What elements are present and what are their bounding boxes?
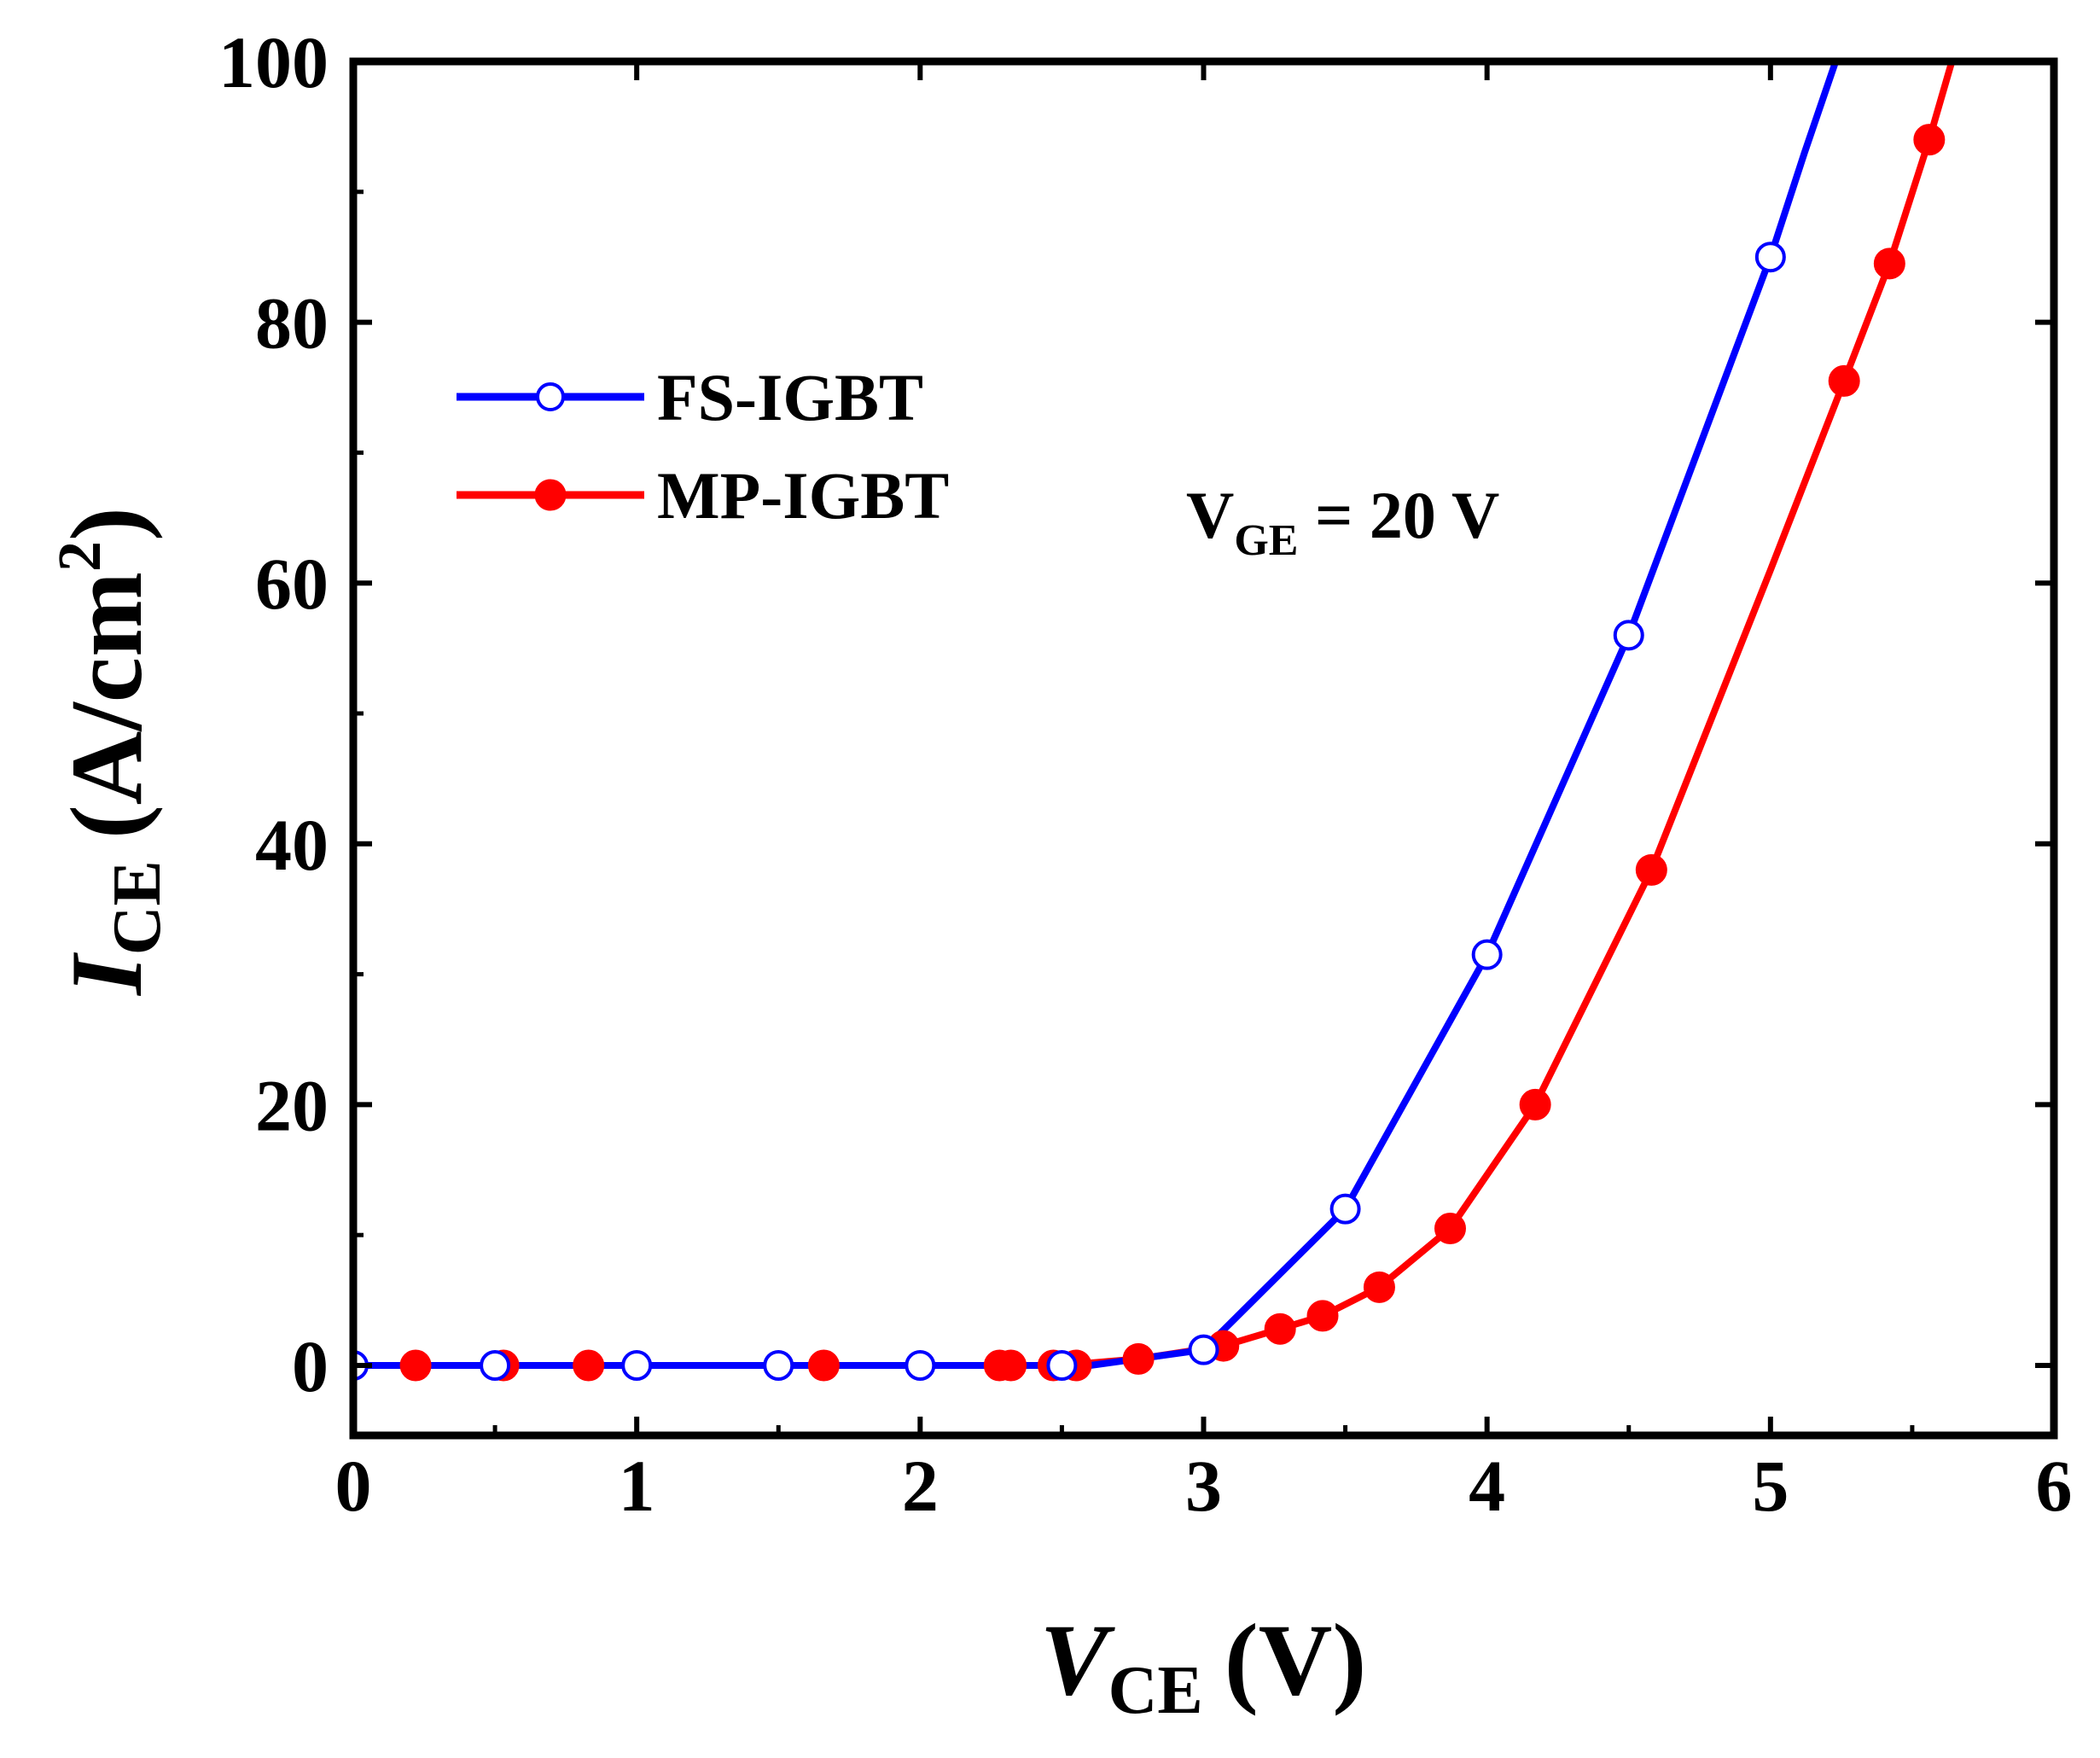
x-tick-label-0: 0 [335, 1445, 372, 1527]
y-axis-title-unit: (A/cm [49, 572, 163, 839]
point-mp-igbt-3 [807, 1349, 840, 1382]
legend-entry-fs-igbt: FS-IGBT [457, 360, 923, 434]
x-tick-label-1: 1 [619, 1445, 655, 1527]
x-tick-label-4: 4 [1469, 1445, 1505, 1527]
point-fs-igbt-2 [621, 1350, 653, 1381]
point-mp-igbt-13 [1434, 1213, 1466, 1245]
y-axis-title: ICE (A/cm2) [45, 507, 175, 997]
svg-text:VCE(V): VCE (V) [1040, 1603, 1367, 1728]
y-tick-label-1: 20 [255, 1064, 329, 1146]
y-axis-title-main: I [49, 952, 163, 997]
point-fs-igbt-10 [1754, 242, 1786, 273]
y-tick-label-4: 80 [255, 282, 329, 364]
x-axis-title-sub: CE [1108, 1653, 1203, 1728]
y-axis-title-sub: CE [100, 860, 175, 955]
series-line-mp-igbt [353, 61, 1956, 1369]
legend-entry-mp-igbt: MP-IGBT [457, 458, 949, 533]
point-mp-igbt-11 [1306, 1300, 1339, 1332]
x-axis-title: VCE (V) [1040, 1603, 1367, 1728]
legend-marker-fs-igbt [536, 382, 565, 411]
point-fs-igbt-8 [1471, 939, 1503, 970]
svg-text:ICE(A/cm2): ICE (A/cm2) [45, 507, 175, 997]
legend-label-mp-igbt: MP-IGBT [657, 458, 949, 533]
annotation-vge: VGE = 20 V [1186, 478, 1499, 565]
point-fs-igbt-5 [1046, 1350, 1078, 1381]
point-mp-igbt-2 [573, 1349, 605, 1382]
legend-marker-mp-igbt [534, 479, 567, 511]
y-tick-label-0: 0 [292, 1325, 329, 1407]
annotation-sub: GE [1234, 516, 1298, 565]
y-axis-title-unit-sup: 2 [45, 541, 113, 572]
point-mp-igbt-5 [995, 1349, 1027, 1382]
point-fs-igbt-6 [1188, 1334, 1219, 1365]
point-fs-igbt-4 [905, 1350, 936, 1381]
point-mp-igbt-17 [1873, 247, 1905, 280]
y-tick-label-2: 40 [255, 804, 329, 886]
svg-text:VGE = 20 V: VGE = 20 V [1186, 478, 1499, 565]
point-mp-igbt-12 [1363, 1271, 1395, 1303]
point-fs-igbt-9 [1613, 620, 1644, 651]
point-fs-igbt-7 [1329, 1193, 1361, 1225]
series-markers [353, 124, 1946, 1382]
x-tick-label-3: 3 [1185, 1445, 1222, 1527]
x-tick-label-6: 6 [2036, 1445, 2073, 1527]
series-line-fs-igbt [353, 61, 1840, 1369]
y-tick-label-3: 60 [255, 543, 329, 625]
point-mp-igbt-8 [1122, 1342, 1155, 1375]
annotation-suffix: = 20 V [1298, 478, 1499, 552]
point-mp-igbt-14 [1519, 1088, 1551, 1121]
x-tick-label-5: 5 [1752, 1445, 1789, 1527]
series-lines [353, 61, 1956, 1369]
y-tick-label-5: 100 [218, 21, 329, 103]
plot-frame [349, 57, 2058, 1440]
x-tick-label-2: 2 [902, 1445, 939, 1527]
legend-label-fs-igbt: FS-IGBT [657, 360, 923, 434]
y-axis-title-unit-close: ) [49, 507, 163, 541]
point-mp-igbt-18 [1913, 124, 1946, 156]
point-mp-igbt-10 [1264, 1313, 1296, 1345]
plot-area [353, 61, 1956, 1382]
point-fs-igbt-1 [480, 1350, 511, 1381]
legend: FS-IGBT MP-IGBT [457, 360, 949, 533]
point-mp-igbt-15 [1635, 853, 1667, 886]
point-fs-igbt-3 [763, 1350, 794, 1381]
x-axis-title-unit: (V) [1225, 1603, 1367, 1716]
point-mp-igbt-0 [399, 1349, 432, 1382]
x-axis-title-main: V [1040, 1603, 1116, 1716]
point-mp-igbt-16 [1828, 364, 1860, 397]
annotation-prefix: V [1186, 478, 1234, 552]
